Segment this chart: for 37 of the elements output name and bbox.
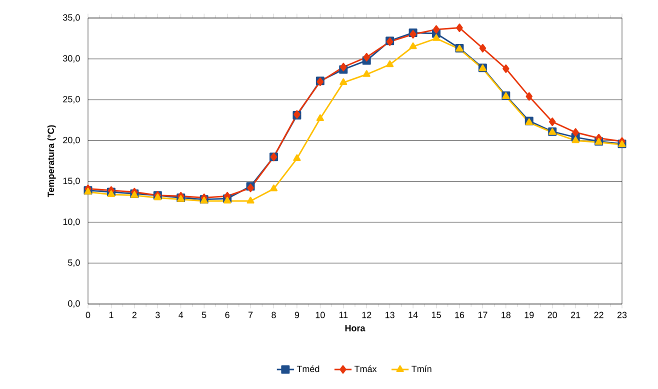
- x-axis-title: Hora: [345, 325, 366, 332]
- x-tick-label: 0: [86, 312, 90, 318]
- x-tick-label: 18: [502, 312, 511, 318]
- x-tick-label: 22: [594, 312, 604, 318]
- x-tick-label: 9: [294, 312, 300, 318]
- x-tick-label: 15: [432, 312, 441, 318]
- x-tick-label: 1: [109, 312, 114, 318]
- x-tick-label: 3: [155, 312, 160, 318]
- x-tick-label: 16: [455, 312, 464, 318]
- y-tick-label: 35,0: [63, 14, 80, 22]
- x-tick-label: 23: [617, 312, 627, 318]
- x-tick-label: 19: [524, 312, 534, 318]
- legend-label: Tmáx: [354, 365, 377, 372]
- y-tick-label: 20,0: [63, 136, 80, 144]
- y-tick-label: 25,0: [63, 96, 80, 104]
- x-tick-label: 12: [362, 312, 372, 318]
- x-tick-label: 4: [178, 312, 184, 318]
- x-tick-label: 11: [339, 312, 348, 318]
- legend-label: Tmín: [412, 365, 432, 372]
- y-tick-label: 30,0: [63, 55, 80, 63]
- x-tick-label: 21: [571, 312, 580, 318]
- legend-label: Tméd: [296, 365, 320, 372]
- x-tick-label: 8: [272, 312, 276, 318]
- x-tick-label: 14: [408, 312, 418, 318]
- x-tick-label: 2: [132, 312, 136, 318]
- y-axis-title: Temperatura (°C): [47, 125, 56, 198]
- x-tick-label: 20: [548, 312, 558, 318]
- x-tick-label: 17: [478, 312, 488, 318]
- x-tick-label: 6: [225, 312, 230, 318]
- x-tick-label: 10: [316, 312, 325, 318]
- y-tick-label: 0,0: [68, 300, 80, 308]
- y-tick-label: 5,0: [68, 259, 80, 267]
- x-tick-label: 5: [202, 312, 206, 318]
- y-tick-label: 15,0: [63, 178, 80, 186]
- x-tick-label: 7: [248, 312, 253, 318]
- x-tick-label: 13: [386, 312, 394, 318]
- y-tick-label: 10,0: [63, 218, 80, 226]
